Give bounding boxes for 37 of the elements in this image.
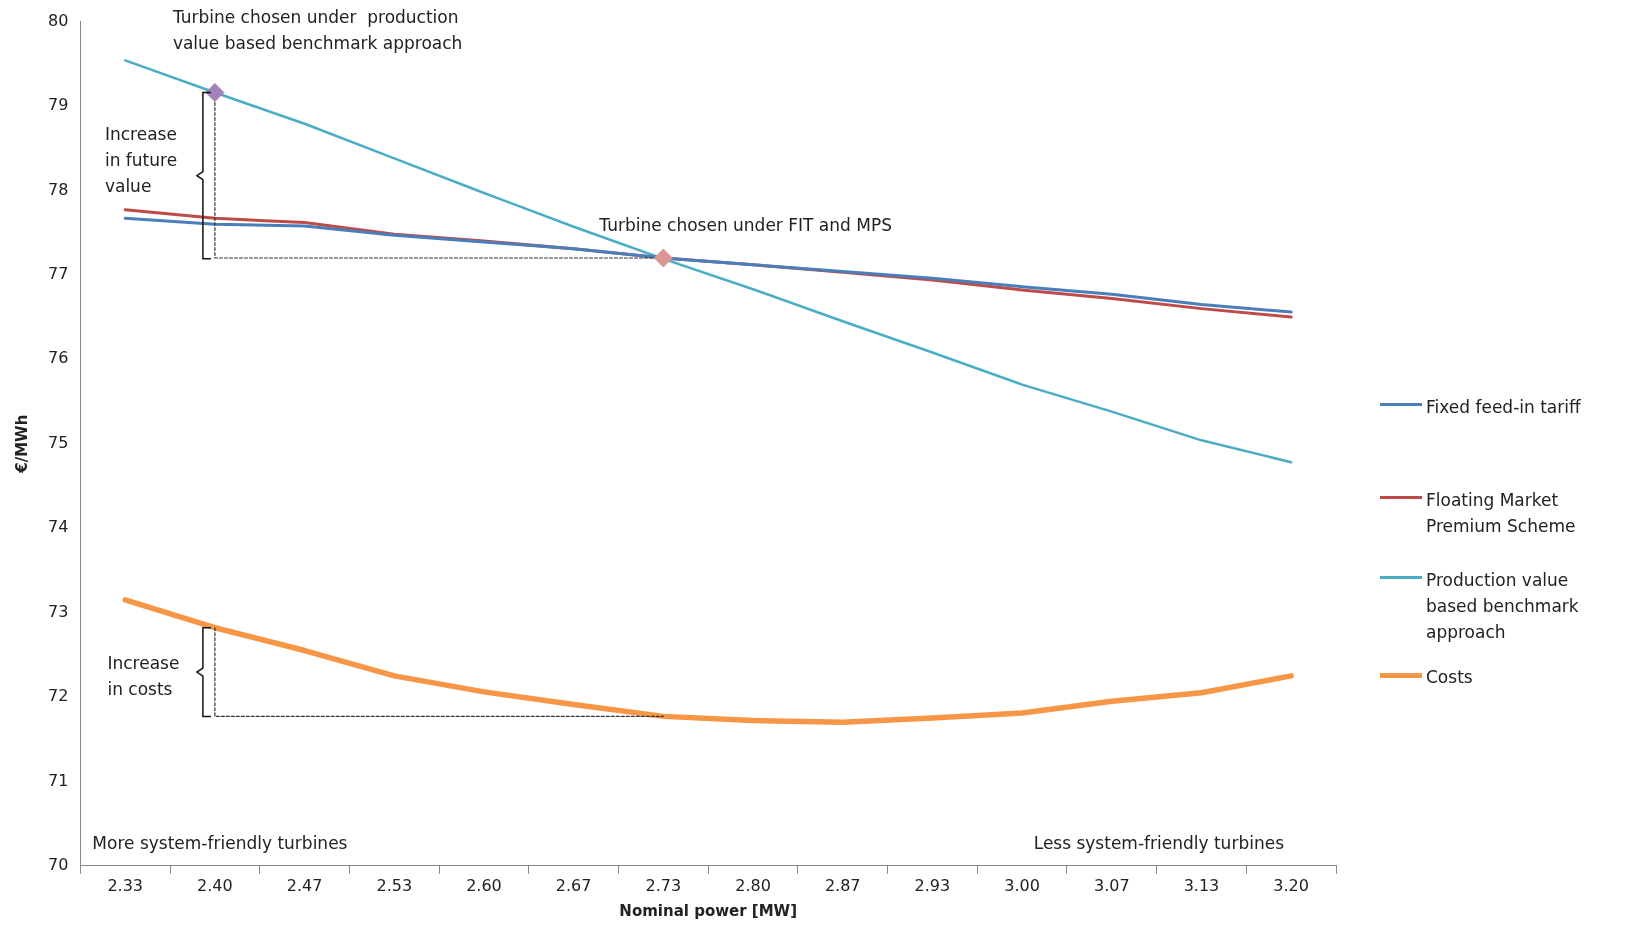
annotation: Increase in costs bbox=[107, 653, 180, 700]
x-tick-label: 2.93 bbox=[914, 875, 951, 895]
x-tick-label: 2.53 bbox=[376, 875, 413, 895]
x-tick-label: 3.00 bbox=[1004, 875, 1040, 895]
annotation: Turbine chosen under FIT and MPS bbox=[598, 214, 892, 235]
x-tick-label: 2.67 bbox=[555, 875, 592, 895]
y-tick-label: 78 bbox=[48, 179, 69, 199]
annotation: More system-friendly turbines bbox=[92, 833, 348, 854]
x-tick-label: 2.73 bbox=[645, 875, 682, 895]
x-tick-label: 2.80 bbox=[735, 875, 771, 895]
x-tick-label: 2.40 bbox=[197, 875, 233, 895]
x-tick-label: 3.07 bbox=[1093, 875, 1130, 895]
legend-label: Costs bbox=[1426, 665, 1473, 689]
y-tick-label: 71 bbox=[48, 770, 69, 790]
y-tick-label: 72 bbox=[48, 686, 69, 706]
y-tick-label: 79 bbox=[48, 95, 69, 115]
y-tick-label: 74 bbox=[48, 517, 69, 537]
x-tick-label: 2.33 bbox=[107, 875, 144, 895]
y-tick-label: 70 bbox=[48, 854, 69, 874]
x-tick-label: 3.13 bbox=[1183, 875, 1220, 895]
annotation: Increase in future value bbox=[104, 124, 178, 197]
y-tick-label: 80 bbox=[48, 10, 69, 30]
y-axis-title: €/MWh bbox=[12, 414, 31, 474]
x-axis-title: Nominal power [MW] bbox=[619, 901, 798, 920]
legend-label: Floating Market Premium Scheme bbox=[1426, 488, 1577, 538]
legend-label: Fixed feed-in tariff bbox=[1426, 395, 1581, 419]
legend-label: Production value based benchmark approach bbox=[1426, 568, 1580, 644]
annotation: Less system-friendly turbines bbox=[1033, 833, 1285, 854]
x-tick-label: 2.60 bbox=[466, 875, 502, 895]
annotation: Turbine chosen under production value based benchmark approach bbox=[171, 7, 463, 54]
x-tick-label: 2.87 bbox=[824, 875, 861, 895]
y-tick-label: 75 bbox=[48, 432, 69, 452]
y-tick-label: 73 bbox=[48, 601, 69, 621]
y-tick-label: 77 bbox=[48, 264, 69, 284]
y-tick-label: 76 bbox=[48, 348, 69, 368]
x-tick-label: 2.47 bbox=[286, 875, 323, 895]
x-tick-label: 3.20 bbox=[1273, 875, 1309, 895]
